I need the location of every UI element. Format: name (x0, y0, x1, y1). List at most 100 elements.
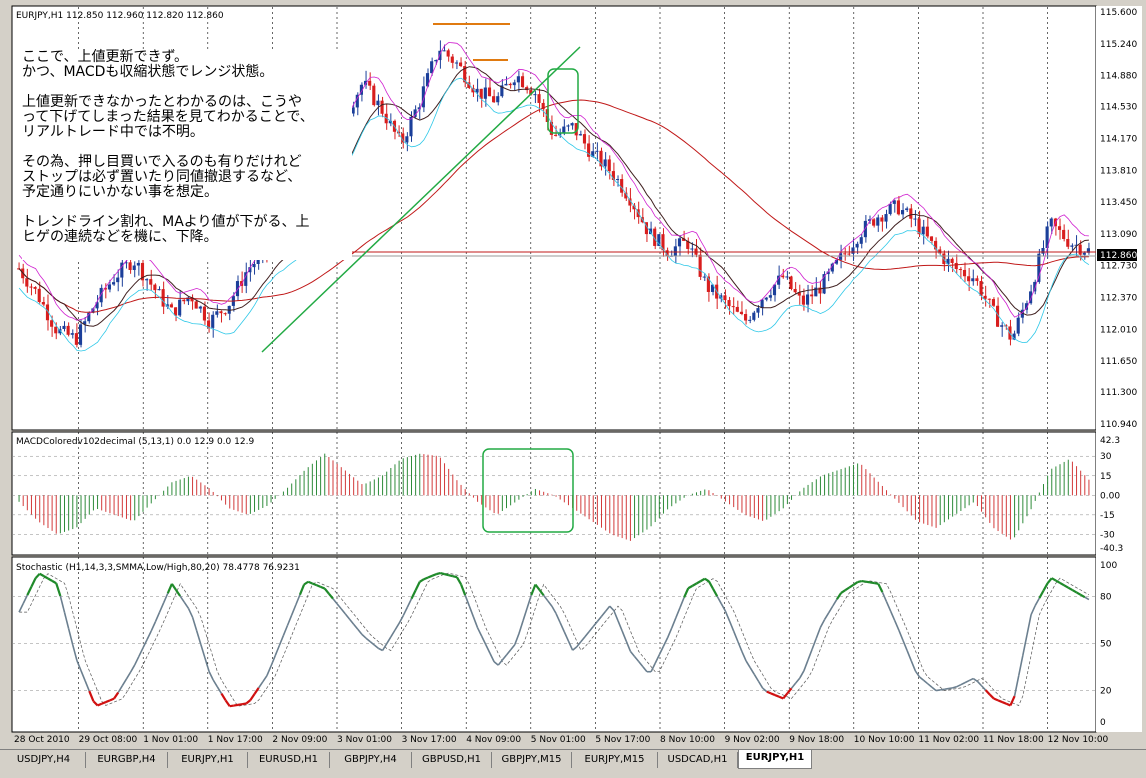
tab-eurjpy-m15[interactable]: EURJPY,M15 (572, 752, 658, 768)
tab-eurjpy-h1[interactable]: EURJPY,H1 (738, 750, 812, 769)
stoch-main-segment (964, 679, 970, 684)
stoch-main-segment (1067, 586, 1073, 591)
stoch-main-segment (1013, 675, 1020, 697)
candle-body (434, 60, 438, 62)
stoch-main-segment (935, 689, 941, 692)
candle-body (962, 269, 967, 277)
candle-body (136, 262, 140, 266)
candle-body (744, 314, 748, 321)
candle-body (1082, 252, 1086, 255)
candle-body (921, 226, 925, 235)
candle-body (673, 246, 677, 256)
candle-body (900, 210, 905, 215)
tab-usdjpy-h4[interactable]: USDJPY,H4 (2, 752, 86, 768)
stoch-main-segment (402, 606, 409, 617)
candle-body (186, 297, 190, 302)
stoch-main-segment (1022, 634, 1028, 656)
time-tick: 8 Nov 10:00 (660, 735, 715, 745)
stoch-main-segment (538, 589, 545, 597)
stoch-tick: 80 (1100, 592, 1112, 602)
macd-tick: -30 (1100, 530, 1115, 540)
time-tick: 3 Nov 01:00 (337, 735, 392, 745)
stoch-main-segment (274, 645, 281, 657)
tab-usdcad-h1[interactable]: USDCAD,H1 (658, 752, 738, 768)
price-tick: 111.650 (1100, 357, 1137, 367)
candle-body (442, 50, 446, 52)
tab-gbpjpy-m15[interactable]: GBPJPY,M15 (492, 752, 572, 768)
stoch-main-segment (1042, 582, 1049, 592)
price-axis-bg (1096, 6, 1142, 732)
candle-body (520, 76, 525, 88)
stoch-main-segment (762, 687, 768, 693)
candle-body (529, 90, 533, 95)
macd-pane[interactable] (11, 431, 1097, 556)
tab-eurjpy-h1[interactable]: EURJPY,H1 (168, 752, 248, 768)
candle-body (50, 320, 54, 327)
stoch-main-segment (245, 699, 252, 705)
stoch-main-segment (142, 639, 148, 649)
stoch-main-segment (774, 694, 780, 698)
stoch-main-segment (1059, 581, 1065, 587)
stoch-main-segment (348, 618, 355, 625)
tab-gbpjpy-h4[interactable]: GBPJPY,H4 (330, 752, 412, 768)
current-price-badge (1097, 249, 1137, 261)
candle-body (508, 83, 512, 86)
candle-body (425, 73, 430, 87)
stoch-main-segment (1080, 593, 1086, 599)
stoch-main-segment (47, 577, 53, 582)
tab-gbpusd-h1[interactable]: GBPUSD,H1 (412, 752, 492, 768)
stoch-main-segment (823, 612, 830, 620)
current-price-label: 112.860 (1100, 251, 1137, 261)
candle-body (409, 116, 413, 137)
trendline[interactable] (261, 46, 581, 353)
chart-canvas[interactable]: 115.600 115.240 114.880 114.530 114.170 113.8… (0, 0, 1146, 749)
stoch-main-segment (344, 613, 351, 620)
candle-body (351, 107, 355, 114)
candle-body (430, 61, 434, 74)
candle-body (603, 159, 607, 167)
price-tick: 113.090 (1100, 230, 1137, 240)
stoch-main-segment (464, 594, 471, 607)
stoch-main-segment (146, 630, 152, 640)
candle-body (388, 120, 392, 124)
stoch-main-segment (282, 624, 289, 636)
stoch-main-segment (414, 581, 421, 591)
stoch-main-segment (687, 584, 693, 590)
price-tick: 114.880 (1100, 72, 1137, 82)
stoch-main-segment (621, 630, 628, 642)
symbol-tab-bar: USDJPY,H4 EURGBP,H4 EURJPY,H1 EURUSD,H1 GBPJ… (0, 749, 1146, 770)
stoch-main-segment (76, 660, 82, 671)
stoch-main-segment (266, 665, 272, 676)
candle-body (58, 328, 62, 334)
stoch-pane[interactable] (11, 556, 1097, 733)
candle-body (611, 171, 615, 180)
candle-body (458, 62, 463, 67)
stoch-tick: 50 (1100, 640, 1112, 650)
stoch-main-segment (88, 690, 95, 702)
macd-tick: 42.3 (1100, 436, 1120, 446)
tab-eurgbp-h4[interactable]: EURGBP,H4 (86, 752, 168, 768)
stoch-main-segment (237, 703, 243, 706)
price-tick: 115.600 (1100, 8, 1137, 18)
stoch-main-segment (944, 687, 949, 691)
stoch-main-segment (394, 622, 400, 631)
stoch-main-segment (1051, 577, 1057, 582)
candle-body (541, 102, 545, 110)
stoch-main-segment (662, 637, 669, 647)
stoch-main-segment (51, 579, 57, 585)
stoch-main-segment (889, 610, 896, 621)
candle-body (219, 311, 223, 314)
stoch-main-segment (885, 601, 892, 612)
stoch-main-segment (460, 583, 467, 596)
stoch-main-segment (629, 650, 636, 657)
candle-body (566, 125, 570, 127)
stoch-main-segment (406, 598, 413, 608)
stoch-main-segment (117, 685, 124, 693)
candle-body (855, 243, 859, 248)
stoch-main-segment (1005, 702, 1011, 707)
candle-body (91, 308, 95, 313)
candle-body (74, 333, 78, 345)
price-tick: 112.010 (1100, 325, 1137, 335)
tab-eurusd-h1[interactable]: EURUSD,H1 (248, 752, 330, 768)
stoch-main-segment (195, 630, 202, 645)
